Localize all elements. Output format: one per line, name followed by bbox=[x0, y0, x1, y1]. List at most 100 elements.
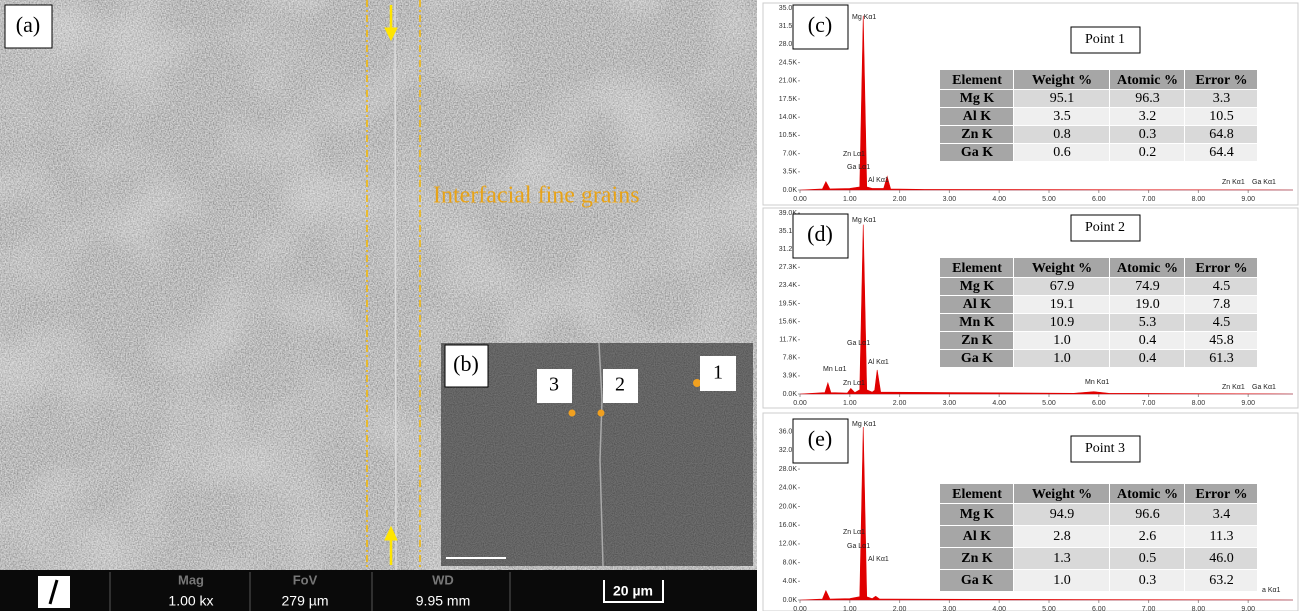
y-tick-label: 3.5K bbox=[783, 169, 798, 176]
table-header: Error % bbox=[1196, 73, 1248, 88]
point-label: 3 bbox=[549, 374, 559, 396]
table-header: Error % bbox=[1196, 487, 1248, 502]
table-cell-text: 3.5 bbox=[1053, 109, 1071, 124]
x-tick-label: 2.00 bbox=[893, 196, 907, 203]
table-cell-text: Ga K bbox=[961, 351, 993, 366]
table-cell-text: 1.3 bbox=[1053, 551, 1071, 566]
table-header: Element bbox=[952, 487, 1002, 502]
table-cell-text: Mg K bbox=[960, 279, 995, 294]
table-cell-text: 11.3 bbox=[1210, 529, 1234, 544]
table-cell-text: Al K bbox=[963, 297, 992, 312]
point-label: 2 bbox=[615, 374, 625, 396]
table-cell-text: Ga K bbox=[961, 145, 993, 160]
table-header: Atomic % bbox=[1117, 73, 1178, 88]
table-cell-text: 0.6 bbox=[1053, 145, 1071, 160]
spectrum-panel: 0.0K3.9K7.8K11.7K15.6K19.5K23.4K27.3K31.… bbox=[763, 208, 1298, 408]
table-header: Atomic % bbox=[1117, 261, 1178, 276]
x-tick-label: 4.00 bbox=[992, 196, 1006, 203]
x-tick-label: 7.00 bbox=[1142, 196, 1156, 203]
spectrum-panel: 0.0K4.0K8.0K12.0K16.0K20.0K24.0K28.0K32.… bbox=[763, 413, 1298, 611]
chart-title: Point 1 bbox=[1085, 32, 1125, 47]
x-tick-label: 6.00 bbox=[1092, 400, 1106, 407]
footer-label: FoV bbox=[293, 572, 318, 587]
table-cell-text: 45.8 bbox=[1209, 333, 1234, 348]
x-tick-label: 6.00 bbox=[1092, 606, 1106, 611]
y-tick-label: 10.5K bbox=[779, 132, 798, 139]
x-tick-label: 1.00 bbox=[843, 606, 857, 611]
table-cell-text: Zn K bbox=[961, 127, 993, 142]
table-cell-text: 0.8 bbox=[1053, 127, 1071, 142]
peak-label: Ga Lα1 bbox=[847, 543, 870, 550]
point-label: 1 bbox=[713, 362, 723, 384]
x-tick-label: 5.00 bbox=[1042, 400, 1056, 407]
x-tick-label: 0.00 bbox=[793, 400, 807, 407]
panel-label: (b) bbox=[453, 351, 479, 376]
table-cell-text: 4.5 bbox=[1213, 315, 1231, 330]
table-cell-text: 46.0 bbox=[1209, 551, 1234, 566]
y-tick-label: 7.0K bbox=[783, 150, 798, 157]
spectra: 0.0K3.5K7.0K10.5K14.0K17.5K21.0K24.5K28.… bbox=[763, 3, 1298, 611]
x-tick-label: 8.00 bbox=[1192, 196, 1206, 203]
table-cell-text: Al K bbox=[963, 109, 992, 124]
y-tick-label: 21.0K bbox=[779, 78, 798, 85]
peak-label: Zn Lα1 bbox=[843, 151, 865, 158]
table-cell-text: 64.4 bbox=[1209, 145, 1234, 160]
y-tick-label: 11.7K bbox=[779, 337, 797, 344]
table-cell-text: 0.4 bbox=[1139, 351, 1157, 366]
x-tick-label: 9.00 bbox=[1241, 196, 1255, 203]
x-tick-label: 5.00 bbox=[1042, 196, 1056, 203]
table-header: Atomic % bbox=[1117, 487, 1178, 502]
x-tick-label: 1.00 bbox=[843, 196, 857, 203]
footer-label: Mag bbox=[178, 572, 204, 587]
y-tick-label: 4.0K bbox=[783, 578, 798, 585]
y-tick-label: 3.9K bbox=[783, 373, 798, 380]
panel-label: (e) bbox=[808, 426, 832, 451]
figure: (a) Interfacial fine grains (b) 1 2 3 Ma… bbox=[0, 0, 1300, 611]
table-cell-text: 96.3 bbox=[1135, 91, 1160, 106]
table-header: Weight % bbox=[1032, 261, 1092, 276]
peak-label: Mg Kα1 bbox=[852, 217, 876, 224]
table-cell-text: Zn K bbox=[961, 333, 993, 348]
annotation: Interfacial fine grains bbox=[433, 183, 640, 209]
peak-label: Zn Kα1 bbox=[1222, 179, 1245, 186]
y-tick-label: 17.5K bbox=[779, 96, 798, 103]
table-cell-text: 1.0 bbox=[1053, 351, 1071, 366]
y-tick-label: 0.0K bbox=[783, 187, 798, 194]
x-tick-label: 2.00 bbox=[893, 606, 907, 611]
peak-label: Mn Lα1 bbox=[823, 366, 847, 373]
table-cell-text: 1.0 bbox=[1053, 573, 1071, 588]
peak-label: Mg Kα1 bbox=[852, 421, 876, 428]
table-cell-text: 2.6 bbox=[1139, 529, 1157, 544]
sem-panel: (a) Interfacial fine grains (b) 1 2 3 Ma… bbox=[0, 0, 757, 611]
table-header: Element bbox=[952, 73, 1002, 88]
table-cell-text: 64.8 bbox=[1209, 127, 1234, 142]
x-tick-label: 8.00 bbox=[1192, 606, 1206, 611]
table-cell-text: 0.5 bbox=[1139, 551, 1157, 566]
panel-label: (c) bbox=[808, 12, 832, 37]
scale-label: 20 µm bbox=[613, 583, 653, 599]
panel-label: (d) bbox=[807, 221, 833, 246]
table-cell-text: 61.3 bbox=[1209, 351, 1234, 366]
table-cell-text: Ga K bbox=[961, 573, 993, 588]
table-cell-text: 3.4 bbox=[1213, 507, 1231, 522]
y-tick-label: 15.6K bbox=[779, 318, 798, 325]
x-tick-label: 4.00 bbox=[992, 400, 1006, 407]
x-tick-label: 0.00 bbox=[793, 196, 807, 203]
table-cell-text: 0.3 bbox=[1139, 573, 1157, 588]
y-tick-label: 8.0K bbox=[783, 559, 798, 566]
table-cell-text: 19.1 bbox=[1050, 297, 1075, 312]
table-header: Weight % bbox=[1032, 73, 1092, 88]
peak-label: Zn Kα1 bbox=[1222, 384, 1245, 391]
y-tick-label: 7.8K bbox=[783, 355, 798, 362]
peak-label: Ga Kα1 bbox=[1252, 384, 1276, 391]
y-tick-label: 16.0K bbox=[779, 522, 798, 529]
point-marker bbox=[598, 410, 605, 417]
panel-label: (a) bbox=[16, 12, 40, 37]
table-cell-text: 74.9 bbox=[1135, 279, 1160, 294]
table-cell-text: 94.9 bbox=[1050, 507, 1075, 522]
y-tick-label: 24.0K bbox=[779, 485, 798, 492]
table-cell-text: Zn K bbox=[961, 551, 993, 566]
table-header: Error % bbox=[1196, 261, 1248, 276]
table-cell-text: 3.3 bbox=[1213, 91, 1231, 106]
footer-value: 1.00 kx bbox=[168, 593, 213, 609]
